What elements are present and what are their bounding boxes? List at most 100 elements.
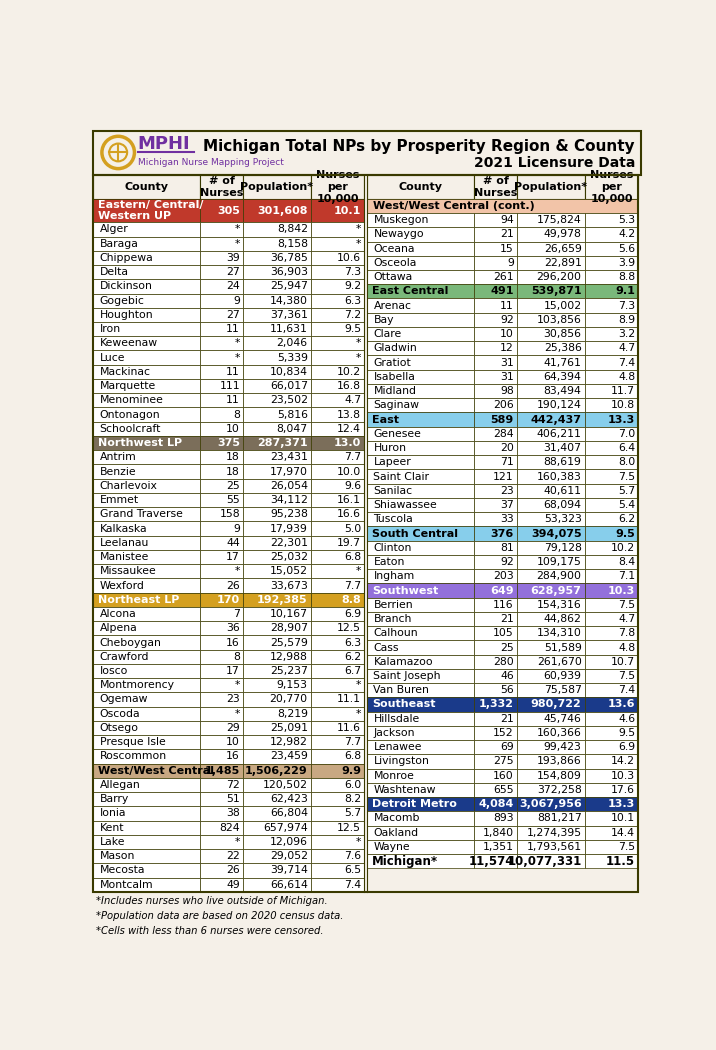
Text: 45,746: 45,746 bbox=[543, 714, 581, 723]
Bar bbox=[517, 640, 585, 654]
Bar bbox=[517, 512, 585, 526]
Text: 190,124: 190,124 bbox=[537, 400, 581, 411]
Text: Antrim: Antrim bbox=[100, 453, 136, 462]
Text: 105: 105 bbox=[493, 628, 514, 638]
Text: 7.0: 7.0 bbox=[618, 428, 635, 439]
Text: 6.2: 6.2 bbox=[618, 514, 635, 524]
Text: Marquette: Marquette bbox=[100, 381, 156, 391]
Bar bbox=[200, 564, 243, 579]
Text: 27: 27 bbox=[226, 310, 240, 320]
Text: Emmet: Emmet bbox=[100, 495, 139, 505]
Text: 29: 29 bbox=[226, 723, 240, 733]
Text: Monroe: Monroe bbox=[374, 771, 415, 781]
Text: East: East bbox=[372, 415, 399, 424]
Bar bbox=[517, 797, 585, 812]
Text: 10.7: 10.7 bbox=[611, 656, 635, 667]
Text: Grand Traverse: Grand Traverse bbox=[100, 509, 183, 520]
Bar bbox=[243, 322, 311, 336]
Text: 8,219: 8,219 bbox=[277, 709, 308, 719]
Bar bbox=[311, 863, 364, 878]
Text: 9: 9 bbox=[233, 524, 240, 533]
Text: West/West Central (cont.): West/West Central (cont.) bbox=[372, 201, 534, 211]
Text: 25,386: 25,386 bbox=[543, 343, 581, 354]
Bar bbox=[517, 783, 585, 797]
Text: 7.4: 7.4 bbox=[618, 686, 635, 695]
Text: Bay: Bay bbox=[374, 315, 394, 324]
Bar bbox=[367, 526, 474, 541]
Text: 11: 11 bbox=[226, 366, 240, 377]
Bar bbox=[367, 242, 474, 256]
Bar bbox=[585, 356, 638, 370]
Bar bbox=[243, 721, 311, 735]
Bar bbox=[243, 422, 311, 436]
Text: *Cells with less than 6 nurses were censored.: *Cells with less than 6 nurses were cens… bbox=[97, 926, 324, 936]
Text: 10.6: 10.6 bbox=[337, 253, 362, 262]
Bar bbox=[585, 384, 638, 398]
Bar bbox=[243, 251, 311, 265]
Text: 10: 10 bbox=[226, 737, 240, 748]
Bar bbox=[517, 298, 585, 313]
Bar bbox=[93, 407, 200, 422]
Bar bbox=[93, 707, 200, 721]
Text: 15,052: 15,052 bbox=[270, 566, 308, 576]
Bar bbox=[200, 407, 243, 422]
Bar bbox=[517, 484, 585, 498]
Bar bbox=[311, 579, 364, 592]
Text: 2021 Licensure Data: 2021 Licensure Data bbox=[474, 156, 635, 170]
Bar bbox=[367, 413, 474, 426]
Text: 103,856: 103,856 bbox=[537, 315, 581, 324]
Bar bbox=[585, 740, 638, 754]
Text: 79,128: 79,128 bbox=[543, 543, 581, 552]
Text: *: * bbox=[235, 238, 240, 249]
Bar bbox=[367, 469, 474, 484]
Text: 8.2: 8.2 bbox=[344, 794, 362, 804]
Text: 31,407: 31,407 bbox=[543, 443, 581, 453]
Bar bbox=[243, 678, 311, 692]
Bar bbox=[474, 341, 517, 356]
Bar bbox=[93, 849, 200, 863]
Text: Eastern/ Central/
Western UP: Eastern/ Central/ Western UP bbox=[98, 200, 203, 222]
Text: 12.5: 12.5 bbox=[337, 624, 362, 633]
Bar bbox=[367, 684, 474, 697]
Bar bbox=[517, 584, 585, 597]
Text: Iosco: Iosco bbox=[100, 666, 128, 676]
Bar bbox=[200, 763, 243, 778]
Bar bbox=[243, 265, 311, 279]
Bar bbox=[474, 469, 517, 484]
Bar bbox=[311, 407, 364, 422]
Text: 4.6: 4.6 bbox=[618, 714, 635, 723]
Text: Berrien: Berrien bbox=[374, 600, 413, 610]
Bar bbox=[200, 422, 243, 436]
Text: 7.7: 7.7 bbox=[344, 453, 362, 462]
Bar bbox=[311, 322, 364, 336]
Text: 20,770: 20,770 bbox=[270, 694, 308, 705]
Bar bbox=[367, 726, 474, 740]
Text: 109,175: 109,175 bbox=[537, 558, 581, 567]
Text: *Includes nurses who live outside of Michigan.: *Includes nurses who live outside of Mic… bbox=[97, 897, 328, 906]
Bar bbox=[311, 664, 364, 678]
Text: 25,947: 25,947 bbox=[270, 281, 308, 292]
Bar bbox=[200, 308, 243, 322]
Text: 261,670: 261,670 bbox=[537, 656, 581, 667]
Text: 158: 158 bbox=[219, 509, 240, 520]
Bar bbox=[243, 479, 311, 492]
Text: 20: 20 bbox=[500, 443, 514, 453]
Bar bbox=[200, 223, 243, 236]
Bar bbox=[200, 364, 243, 379]
Bar bbox=[517, 526, 585, 541]
Text: 11: 11 bbox=[226, 396, 240, 405]
Text: 9: 9 bbox=[507, 258, 514, 268]
Bar bbox=[243, 198, 311, 223]
Bar bbox=[517, 812, 585, 825]
Text: 6.8: 6.8 bbox=[344, 752, 362, 761]
Bar bbox=[243, 792, 311, 806]
Bar bbox=[585, 712, 638, 726]
Text: 5,816: 5,816 bbox=[277, 410, 308, 420]
Bar bbox=[585, 270, 638, 285]
Bar bbox=[474, 413, 517, 426]
Bar bbox=[200, 622, 243, 635]
Bar bbox=[200, 492, 243, 507]
Bar bbox=[200, 806, 243, 821]
Text: 5.0: 5.0 bbox=[344, 524, 362, 533]
Text: 64,394: 64,394 bbox=[543, 372, 581, 382]
